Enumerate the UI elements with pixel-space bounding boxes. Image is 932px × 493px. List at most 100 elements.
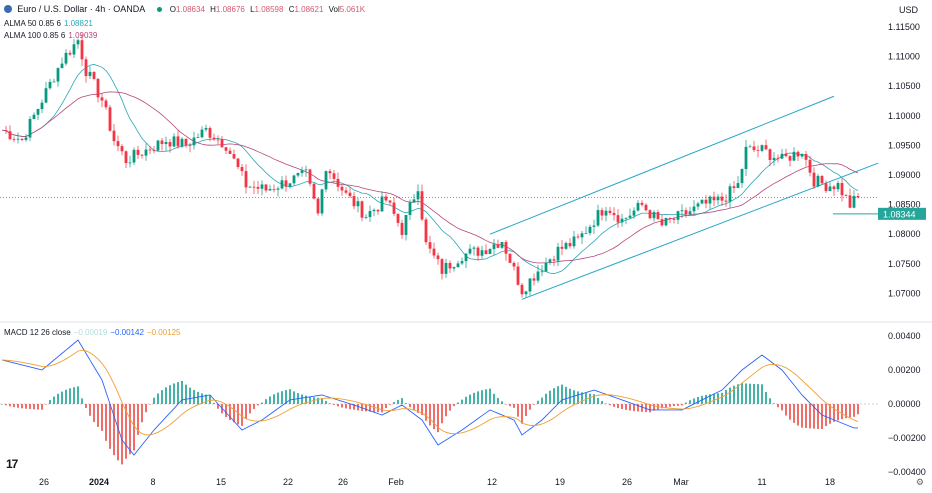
candle-body xyxy=(484,250,488,255)
symbol-title[interactable]: Euro / U.S. Dollar · 4h · OANDA xyxy=(17,4,146,14)
macd-histogram-bar xyxy=(293,391,295,404)
price-tick: 1.10000 xyxy=(888,111,921,121)
candle xyxy=(708,195,712,210)
macd-histogram-bar xyxy=(329,403,331,404)
macd-histogram-bar xyxy=(369,404,371,412)
macd-histogram-bar xyxy=(629,404,631,411)
candle-body xyxy=(60,63,64,69)
settings-gear-icon[interactable]: ⚙ xyxy=(915,477,924,487)
candle-body xyxy=(392,202,396,214)
candle-body xyxy=(16,138,20,140)
candle xyxy=(40,99,44,113)
time-tick: 15 xyxy=(216,477,226,487)
macd-histogram-bar xyxy=(625,404,627,410)
candle xyxy=(500,241,504,250)
macd-histogram-bar xyxy=(517,404,519,417)
candle-body xyxy=(616,215,620,223)
candle xyxy=(316,197,320,216)
macd-histogram-bar xyxy=(121,404,123,465)
macd-histogram-bar xyxy=(37,404,39,410)
candle xyxy=(612,207,616,221)
close-label: C xyxy=(288,5,295,14)
candle xyxy=(132,147,136,165)
candle xyxy=(92,71,96,81)
candle xyxy=(476,245,480,261)
candle-body xyxy=(536,271,540,281)
macd-histogram-bar xyxy=(217,404,219,409)
candle-body xyxy=(760,145,764,151)
candle xyxy=(488,248,492,255)
macd-histogram-bar xyxy=(553,388,555,404)
candle xyxy=(320,188,324,216)
candle xyxy=(160,137,164,151)
candle-body xyxy=(816,175,820,187)
candle-body xyxy=(440,259,444,274)
candle xyxy=(168,138,172,153)
candle xyxy=(296,172,300,178)
currency-label[interactable]: USD xyxy=(898,5,918,15)
macd-histogram-bar xyxy=(777,404,779,408)
candle xyxy=(104,98,108,110)
candle xyxy=(152,145,156,154)
candle-body xyxy=(696,203,700,207)
candle xyxy=(464,253,468,269)
candle-body xyxy=(832,186,836,190)
macd-histogram-bar xyxy=(633,404,635,412)
tradingview-logo[interactable]: 17 xyxy=(6,457,18,471)
candle xyxy=(628,208,632,219)
candle-body xyxy=(228,150,232,155)
macd-histogram-bar xyxy=(737,384,739,404)
alma-100-legend[interactable]: ALMA 100 0.85 6 1.09039 xyxy=(4,31,100,40)
candle xyxy=(188,142,192,153)
candle-body xyxy=(384,196,388,201)
macd-histogram-bar xyxy=(469,394,471,404)
vol-label: Vol xyxy=(328,5,340,14)
macd-histogram-bar xyxy=(61,391,63,404)
candle xyxy=(596,204,600,227)
macd-histogram-bar xyxy=(21,404,23,409)
macd-histogram-bar xyxy=(89,404,91,416)
candle xyxy=(452,266,456,272)
macd-histogram-bar xyxy=(781,404,783,411)
macd-histogram-bar xyxy=(225,404,227,418)
candle xyxy=(736,176,740,189)
candle xyxy=(380,191,384,212)
macd-histogram-bar xyxy=(25,404,27,409)
candle-body xyxy=(680,210,684,212)
candle-body xyxy=(112,130,116,142)
macd-histogram-bar xyxy=(381,404,383,413)
candle xyxy=(312,183,316,200)
candle-body xyxy=(156,140,160,151)
candle-body xyxy=(460,261,464,264)
candle xyxy=(328,168,332,180)
candle xyxy=(764,139,768,151)
candle-body xyxy=(720,196,724,201)
candle-body xyxy=(132,149,136,163)
macd-histogram-bar xyxy=(113,404,115,456)
macd-histogram-bar xyxy=(17,404,19,408)
candle xyxy=(308,168,312,187)
last-price-box xyxy=(878,207,926,220)
candle xyxy=(768,148,772,167)
candle-body xyxy=(568,243,572,247)
macd-legend[interactable]: MACD 12 26 close −0.00019 −0.00142 −0.00125 xyxy=(4,328,183,337)
macd-histogram-bar xyxy=(665,404,667,408)
macd-histogram-bar xyxy=(97,404,99,427)
candle xyxy=(216,135,220,145)
candle xyxy=(44,81,48,104)
candle xyxy=(264,184,268,193)
macd-histogram-bar xyxy=(685,402,687,404)
candle-body xyxy=(220,139,224,148)
alma-50-legend[interactable]: ALMA 50 0.85 6 1.08821 xyxy=(4,19,96,28)
macd-histogram-bar xyxy=(649,404,651,413)
candle-body xyxy=(116,141,120,147)
macd-value: −0.00142 xyxy=(110,328,144,337)
candle xyxy=(36,108,40,121)
macd-histogram-bar xyxy=(81,398,83,404)
macd-histogram-bar xyxy=(229,404,231,421)
macd-tick: 0.00000 xyxy=(888,399,921,409)
candle xyxy=(536,264,540,283)
close-value: 1.08621 xyxy=(294,5,324,14)
low-value: 1.08598 xyxy=(254,5,284,14)
